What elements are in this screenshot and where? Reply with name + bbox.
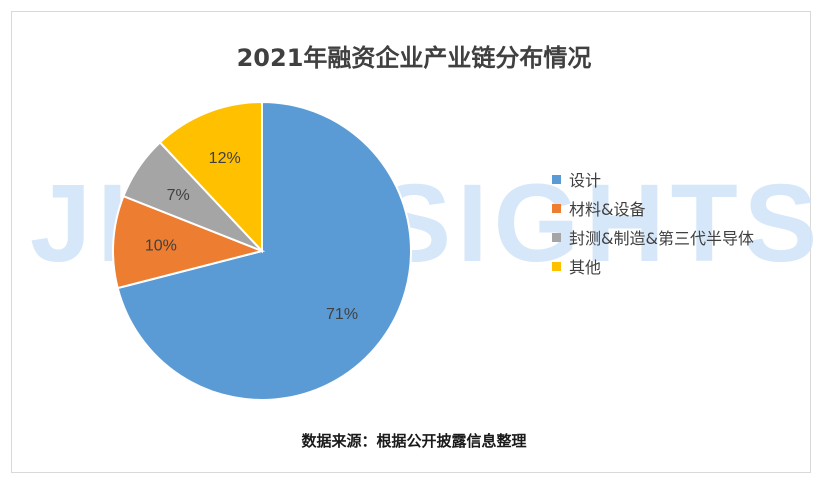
legend-item-1: 设计 xyxy=(552,170,754,190)
legend-swatch xyxy=(552,261,561,271)
legend-swatch xyxy=(552,203,561,213)
slice-label-4: 12% xyxy=(209,150,241,167)
legend-item-3: 封测&制造&第三代半导体 xyxy=(552,228,754,248)
slice-label-3: 7% xyxy=(167,187,190,204)
pie-slice-4 xyxy=(158,100,263,254)
legend-label: 设计 xyxy=(569,171,602,190)
legend-swatch xyxy=(552,232,561,242)
legend-label: 材料&设备 xyxy=(569,200,646,219)
legend-label: 封测&制造&第三代半导体 xyxy=(569,229,754,248)
legend-item-4: 其他 xyxy=(552,257,754,277)
legend-item-2: 材料&设备 xyxy=(552,199,754,219)
legend: 设计材料&设备封测&制造&第三代半导体 其他 xyxy=(552,170,754,286)
legend-label: 其他 xyxy=(569,258,602,277)
slice-label-1: 71% xyxy=(326,306,358,323)
slice-label-2: 10% xyxy=(145,238,177,255)
pie-slice-2 xyxy=(112,194,266,290)
chart-title: 2021年融资企业产业链分布情况 xyxy=(236,44,592,72)
legend-swatch xyxy=(552,174,561,184)
source-note: 数据来源：根据公开披露信息整理 xyxy=(301,432,527,450)
